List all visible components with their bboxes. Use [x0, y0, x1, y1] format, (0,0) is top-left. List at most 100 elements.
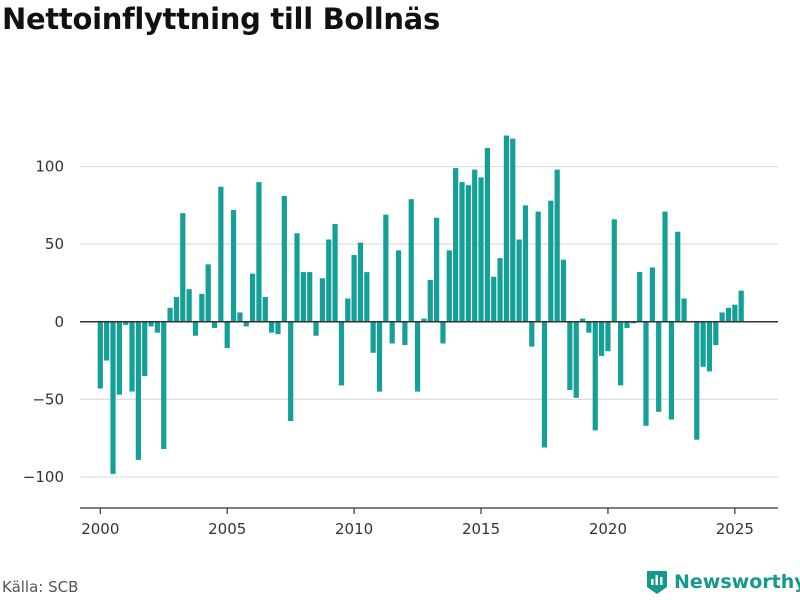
bar [522, 205, 529, 322]
bar [491, 276, 497, 322]
bar [719, 312, 725, 322]
bar [345, 298, 351, 322]
bar [186, 289, 192, 322]
bar [675, 231, 681, 322]
x-tick-label: 2000 [81, 520, 119, 538]
bar [294, 233, 300, 322]
bar [269, 321, 275, 333]
source-label: Källa: SCB [2, 578, 79, 596]
bar [453, 168, 459, 322]
x-tick-label: 2005 [208, 520, 246, 538]
bar [611, 219, 617, 322]
bar [230, 210, 237, 322]
bar [649, 267, 655, 322]
bar [256, 182, 262, 322]
bar [706, 321, 713, 372]
bar [288, 321, 294, 422]
bar [560, 259, 567, 322]
y-tick-label: 100 [35, 158, 64, 176]
bar [459, 182, 465, 322]
bar [732, 304, 738, 322]
bar [725, 307, 732, 322]
bar [199, 293, 205, 322]
bar [618, 321, 624, 386]
bar [135, 321, 141, 460]
bar [535, 211, 541, 322]
bar [395, 250, 402, 322]
bar [97, 321, 103, 389]
bar [300, 272, 306, 322]
bar [472, 169, 478, 322]
bar [173, 296, 180, 322]
newsworthy-logo: Newsworthy [645, 569, 800, 595]
y-tick-label: 0 [54, 313, 64, 331]
bar [478, 177, 484, 322]
bar [389, 321, 395, 344]
bar [167, 307, 173, 322]
bar [262, 296, 268, 322]
bar [414, 321, 421, 392]
bar [161, 321, 167, 450]
bar [192, 321, 199, 336]
bar [681, 298, 687, 322]
bar [224, 321, 230, 349]
bar [148, 321, 154, 327]
bar [554, 169, 560, 322]
bar [243, 321, 249, 327]
chart-title: Nettoinflyttning till Bollnäs [2, 2, 440, 36]
bar [332, 223, 338, 322]
bar [643, 321, 649, 426]
x-tick-label: 2020 [589, 520, 627, 538]
bar [364, 272, 370, 322]
bar [637, 272, 643, 322]
bar [541, 321, 548, 448]
bar [427, 279, 433, 322]
bar [307, 272, 313, 322]
gridlines [80, 165, 778, 478]
bar [440, 321, 446, 344]
bar [275, 321, 281, 335]
y-tick-label: −100 [23, 468, 64, 486]
bar [446, 250, 452, 322]
bar [154, 321, 161, 333]
bar [319, 278, 325, 322]
bar [738, 290, 744, 322]
bar [548, 200, 554, 322]
bar [104, 321, 110, 361]
bar [110, 321, 116, 474]
bar [211, 321, 218, 328]
bar [408, 199, 414, 322]
bar [605, 321, 611, 352]
bar [123, 321, 129, 325]
bar [529, 321, 535, 347]
bar [351, 255, 357, 322]
bar [357, 242, 364, 322]
bar [484, 147, 490, 322]
bar [662, 211, 668, 322]
bar [598, 321, 605, 356]
bar [383, 214, 389, 322]
bar [421, 318, 427, 322]
bar [497, 258, 503, 322]
bar [205, 264, 211, 322]
bar [668, 321, 674, 420]
bar [713, 321, 719, 346]
bar [516, 239, 522, 322]
bar [180, 213, 186, 322]
bar [376, 321, 383, 392]
bar [510, 138, 516, 322]
bar [656, 321, 662, 412]
bar [313, 321, 319, 336]
bar-chart-logo-icon [647, 571, 667, 594]
bar [630, 321, 636, 324]
y-tick-label: −50 [32, 390, 64, 408]
bar [579, 318, 586, 322]
x-tick-label: 2025 [716, 520, 754, 538]
bar [592, 321, 598, 431]
bar [129, 321, 135, 392]
y-tick-label: 50 [45, 235, 64, 253]
bar [624, 321, 630, 328]
bar [326, 239, 332, 322]
bar [237, 312, 243, 322]
